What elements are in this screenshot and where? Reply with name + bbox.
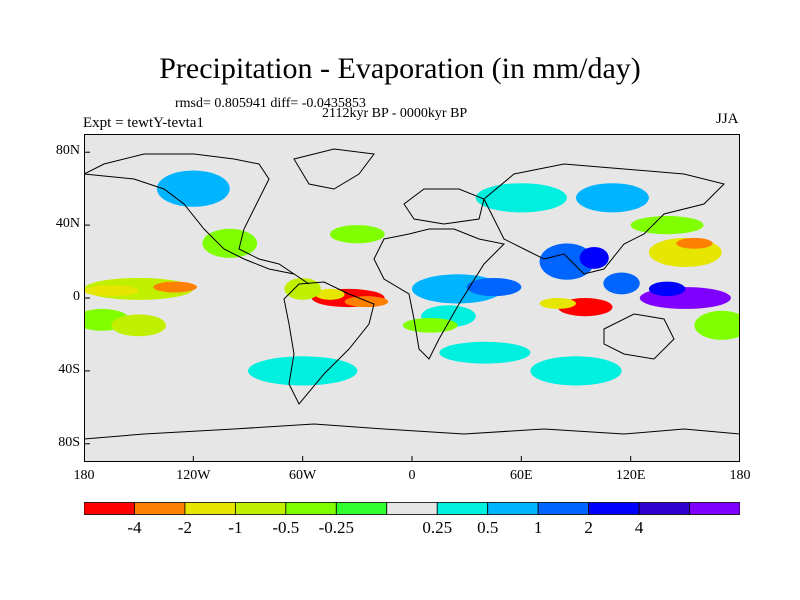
- colorbar: [84, 502, 740, 515]
- greenland-coast: [293, 148, 375, 190]
- field-region-19: [676, 237, 713, 249]
- colorbar-swatch: [638, 502, 690, 515]
- colorbar-label: -0.25: [318, 518, 354, 537]
- colorbar-swatch: [134, 502, 186, 515]
- colorbar-label: -4: [127, 518, 142, 537]
- colorbar-swatch: [537, 502, 590, 515]
- x-tick-label: 120E: [615, 468, 646, 483]
- antarctica-coast: [84, 423, 740, 440]
- season-text: JJA: [716, 111, 739, 127]
- colorbar-swatch: [285, 502, 337, 515]
- x-tick-label: 0: [408, 468, 416, 483]
- field-region-26: [202, 228, 258, 258]
- world-map: [84, 134, 740, 462]
- colorbar-label: -0.5: [272, 518, 300, 537]
- page-title: Precipitation - Evaporation (in mm/day): [159, 52, 641, 85]
- australia-coast: [603, 313, 675, 360]
- stats-text: rmsd= 0.805941 diff= -0.0435853: [175, 96, 366, 111]
- colorbar-label: 1: [533, 518, 543, 537]
- field-region-25: [530, 356, 622, 386]
- colorbar-label: 0.25: [422, 518, 453, 537]
- colorbar-label: -2: [177, 518, 192, 537]
- field-region-21: [475, 183, 567, 213]
- field-region-1: [84, 285, 139, 297]
- period-text: 2112kyr BP - 0000kyr BP: [322, 106, 468, 121]
- colorbar-swatch: [436, 502, 489, 515]
- europe-africa-coast: [373, 188, 506, 360]
- colorbar-label: 2: [584, 518, 593, 537]
- map-ticks: [84, 151, 740, 462]
- colorbar-label: 0.5: [477, 518, 499, 537]
- x-tick-label: 60E: [510, 468, 533, 483]
- field-region-2: [153, 281, 197, 293]
- colorbar-swatch: [487, 502, 539, 515]
- colorbar-swatch: [184, 502, 236, 515]
- field-region-9: [466, 277, 522, 297]
- colorbar-swatch: [84, 502, 135, 515]
- field-region-29: [694, 310, 740, 340]
- field-region-28: [630, 216, 704, 235]
- colorbar-swatch: [234, 502, 287, 515]
- field-region-4: [111, 314, 166, 337]
- field-region-27: [330, 225, 385, 244]
- south-america-coast: [283, 281, 375, 405]
- colorbar-label: 4: [634, 518, 644, 537]
- field-region-31: [402, 318, 458, 333]
- north-america-coast: [84, 153, 310, 285]
- y-tick-label: 80S: [58, 434, 80, 450]
- y-tick-label: 80N: [55, 143, 80, 159]
- field-region-22: [576, 183, 649, 213]
- field-region-12: [579, 246, 609, 269]
- x-tick-label: 180: [73, 468, 95, 483]
- field-region-17: [648, 281, 686, 297]
- x-tick-label: 120W: [176, 468, 211, 483]
- colorbar-boxes: [84, 502, 740, 515]
- y-tick-label: 40S: [58, 361, 80, 377]
- colorbar-swatch: [386, 502, 438, 515]
- colorbar-swatch: [335, 502, 388, 515]
- field-region-15: [603, 272, 640, 295]
- field-region-7: [315, 288, 345, 300]
- coastlines: [84, 148, 740, 440]
- field-region-20: [156, 170, 230, 207]
- asia-coast: [483, 163, 725, 275]
- y-tick-label: 0: [73, 289, 80, 304]
- field-region-24: [439, 341, 531, 364]
- x-tick-label: 180: [729, 468, 751, 483]
- x-tick-label: 60W: [289, 468, 317, 483]
- colorbar-swatch: [689, 502, 740, 515]
- field-region-23: [248, 356, 358, 386]
- field-region-6: [344, 296, 389, 308]
- field-region-30: [284, 277, 321, 300]
- experiment-text: Expt = tewtY-tevta1: [83, 115, 204, 131]
- colorbar-label: -1: [228, 518, 243, 537]
- field-region-14: [539, 298, 576, 309]
- y-tick-label: 40N: [55, 216, 80, 232]
- colorbar-swatch: [588, 502, 640, 515]
